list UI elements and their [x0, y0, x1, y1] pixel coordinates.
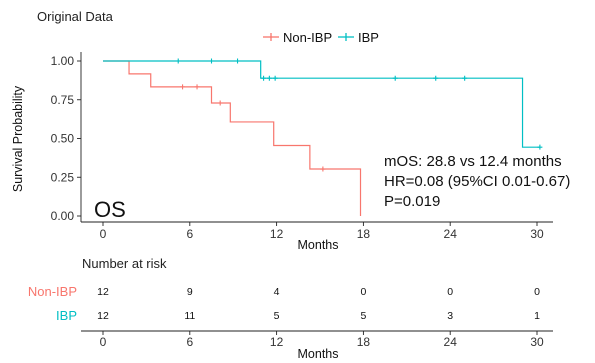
risk-cell: 12 — [97, 310, 109, 322]
risk-cell: 3 — [447, 310, 453, 322]
risk-row-label-ibp: IBP — [56, 308, 77, 323]
risk-cell: 12 — [97, 286, 109, 298]
y-tick-label: 0.00 — [51, 209, 75, 223]
y-ticks: 0.00 0.25 0.50 0.75 1.00 — [51, 54, 81, 223]
risk-x-ticks: 0 6 12 18 24 30 — [100, 331, 544, 349]
risk-cell: 4 — [274, 286, 280, 298]
curve-non-ibp — [103, 60, 362, 216]
censor-mark-ibp — [261, 75, 267, 81]
risk-cell: 5 — [274, 310, 280, 322]
censor-mark-ibp — [175, 58, 181, 64]
x-tick-label: 24 — [444, 227, 458, 241]
x-tick-label: 18 — [357, 227, 371, 241]
x-tick-label: 6 — [186, 227, 193, 241]
censor-mark-non-ibp — [180, 84, 186, 90]
annotation-mos: mOS: 28.8 vs 12.4 months — [384, 153, 562, 170]
censor-mark-non-ibp — [194, 84, 200, 90]
censor-mark-ibp — [392, 75, 398, 81]
y-tick-label: 0.75 — [51, 93, 75, 107]
risk-row-label-non-ibp: Non-IBP — [28, 284, 77, 299]
censor-mark-ibp — [272, 75, 278, 81]
annotation-hr: HR=0.08 (95%CI 0.01-0.67) — [384, 173, 570, 190]
risk-x-tick-label: 18 — [357, 335, 371, 349]
risk-x-tick-label: 12 — [270, 335, 284, 349]
censor-mark-ibp — [235, 58, 241, 64]
legend-label-non-ibp: Non-IBP — [283, 30, 332, 45]
curve-ibp — [103, 60, 540, 148]
risk-cell: 0 — [534, 286, 540, 298]
censor-mark-non-ibp — [320, 166, 326, 172]
legend-label-ibp: IBP — [358, 30, 379, 45]
risk-x-tick-label: 24 — [444, 335, 458, 349]
y-tick-label: 1.00 — [51, 54, 75, 68]
risk-x-tick-label: 30 — [530, 335, 544, 349]
survival-curves — [103, 58, 543, 216]
censor-mark-ibp — [537, 144, 543, 150]
x-axis-label: Months — [298, 238, 339, 252]
censor-mark-ibp — [462, 75, 468, 81]
panel-label-os: OS — [94, 197, 126, 222]
risk-cell: 0 — [447, 286, 453, 298]
risk-cell: 0 — [360, 286, 366, 298]
risk-cells: 12 9 4 0 0 0 12 11 5 5 3 1 — [97, 286, 540, 322]
y-axis-label: Survival Probability — [11, 85, 25, 192]
censor-mark-non-ibp — [217, 100, 223, 106]
risk-x-axis-label: Months — [298, 347, 339, 361]
risk-table: Number at risk Non-IBP IBP 12 9 4 0 0 0 12 11 5 5… — [28, 256, 553, 361]
risk-x-tick-label: 0 — [100, 335, 107, 349]
annotation-p: P=0.019 — [384, 193, 440, 210]
y-tick-label: 0.50 — [51, 132, 75, 146]
legend: Non-IBP IBP — [263, 30, 379, 45]
x-tick-label: 30 — [530, 227, 544, 241]
censor-mark-ibp — [266, 75, 272, 81]
risk-cell: 11 — [184, 310, 195, 322]
risk-cell: 5 — [360, 310, 366, 322]
risk-x-tick-label: 6 — [186, 335, 193, 349]
risk-table-title: Number at risk — [82, 256, 167, 271]
x-tick-label: 12 — [270, 227, 284, 241]
chart-title: Original Data — [37, 9, 114, 24]
censor-mark-ibp — [433, 75, 439, 81]
y-tick-label: 0.25 — [51, 170, 75, 184]
censor-mark-ibp — [209, 58, 214, 64]
risk-cell: 9 — [187, 286, 193, 298]
x-tick-label: 0 — [100, 227, 107, 241]
plot-panel: 0.00 0.25 0.50 0.75 1.00 0 6 12 18 24 30 Survival… — [11, 52, 570, 252]
x-ticks: 0 6 12 18 24 30 — [100, 222, 544, 241]
risk-cell: 1 — [534, 310, 540, 322]
